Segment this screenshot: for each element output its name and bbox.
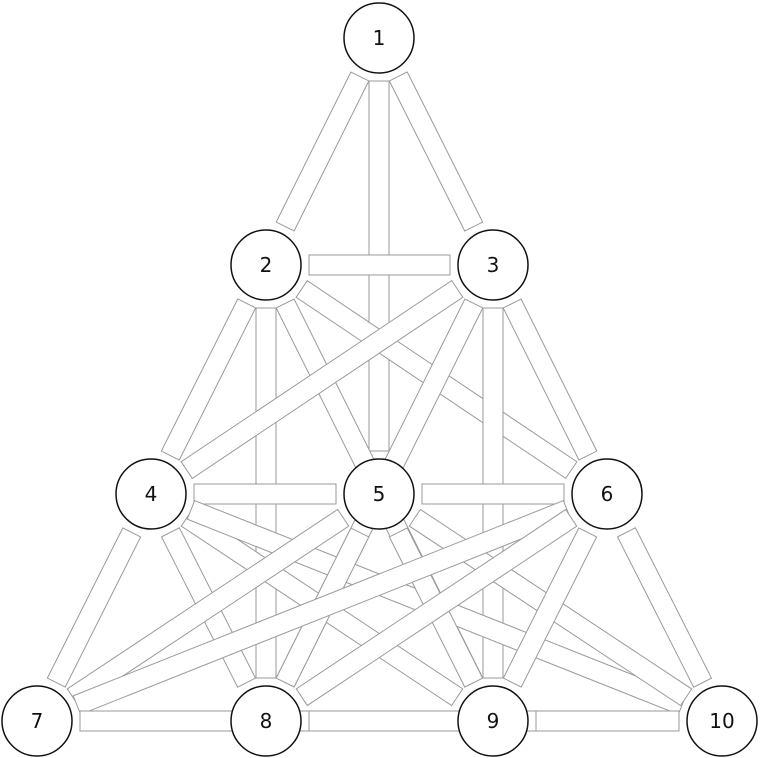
edge-bar (46, 527, 142, 688)
edge-3-4 (180, 279, 464, 480)
node-label: 6 (601, 482, 614, 506)
edge-bar (502, 527, 598, 688)
edge-layer (46, 71, 713, 732)
edge-4-7 (46, 527, 142, 688)
edge-2-4 (160, 298, 257, 461)
edge-6-7 (72, 499, 572, 716)
edge-2-3 (308, 254, 451, 276)
node-label: 4 (145, 482, 158, 506)
edge-bar (72, 499, 572, 716)
node-7: 7 (1, 685, 73, 757)
node-2: 2 (230, 229, 302, 301)
node-circle (343, 458, 415, 530)
edge-bar (295, 508, 578, 707)
node-6: 6 (571, 458, 643, 530)
edge-6-9 (502, 527, 598, 688)
node-circle (686, 685, 758, 757)
node-label: 9 (487, 709, 500, 733)
node-label: 7 (31, 709, 44, 733)
edge-5-6 (421, 483, 565, 505)
edge-bar (160, 298, 257, 461)
node-3: 3 (457, 229, 529, 301)
edge-4-5 (193, 483, 337, 505)
node-circle (115, 458, 187, 530)
edge-bar (275, 71, 370, 232)
edge-bar (421, 483, 565, 505)
node-label: 10 (709, 709, 734, 733)
node-circle (457, 685, 529, 757)
edge-bar (180, 279, 464, 480)
edge-bar (308, 254, 451, 276)
edge-1-3 (388, 71, 484, 232)
edge-9-10 (535, 710, 680, 732)
node-circle (1, 685, 73, 757)
edge-bar (193, 483, 337, 505)
node-label: 1 (373, 26, 386, 50)
node-circle (230, 685, 302, 757)
node-8: 8 (230, 685, 302, 757)
node-10: 10 (686, 685, 758, 757)
node-circle (230, 229, 302, 301)
node-label: 2 (260, 253, 273, 277)
node-5: 5 (343, 458, 415, 530)
node-circle (457, 229, 529, 301)
node-label: 5 (373, 482, 386, 506)
node-circle (343, 2, 415, 74)
node-4: 4 (115, 458, 187, 530)
edge-bar (502, 298, 598, 461)
edge-3-6 (502, 298, 598, 461)
node-1: 1 (343, 2, 415, 74)
edge-bar (616, 527, 713, 688)
edge-5-7 (66, 508, 350, 707)
edge-bar (388, 71, 484, 232)
node-circle (571, 458, 643, 530)
edge-1-2 (275, 71, 370, 232)
edge-bar (66, 508, 350, 707)
node-label: 8 (260, 709, 273, 733)
node-label: 3 (487, 253, 500, 277)
edge-bar (535, 710, 680, 732)
node-9: 9 (457, 685, 529, 757)
edge-6-8 (295, 508, 578, 707)
edge-6-10 (616, 527, 713, 688)
